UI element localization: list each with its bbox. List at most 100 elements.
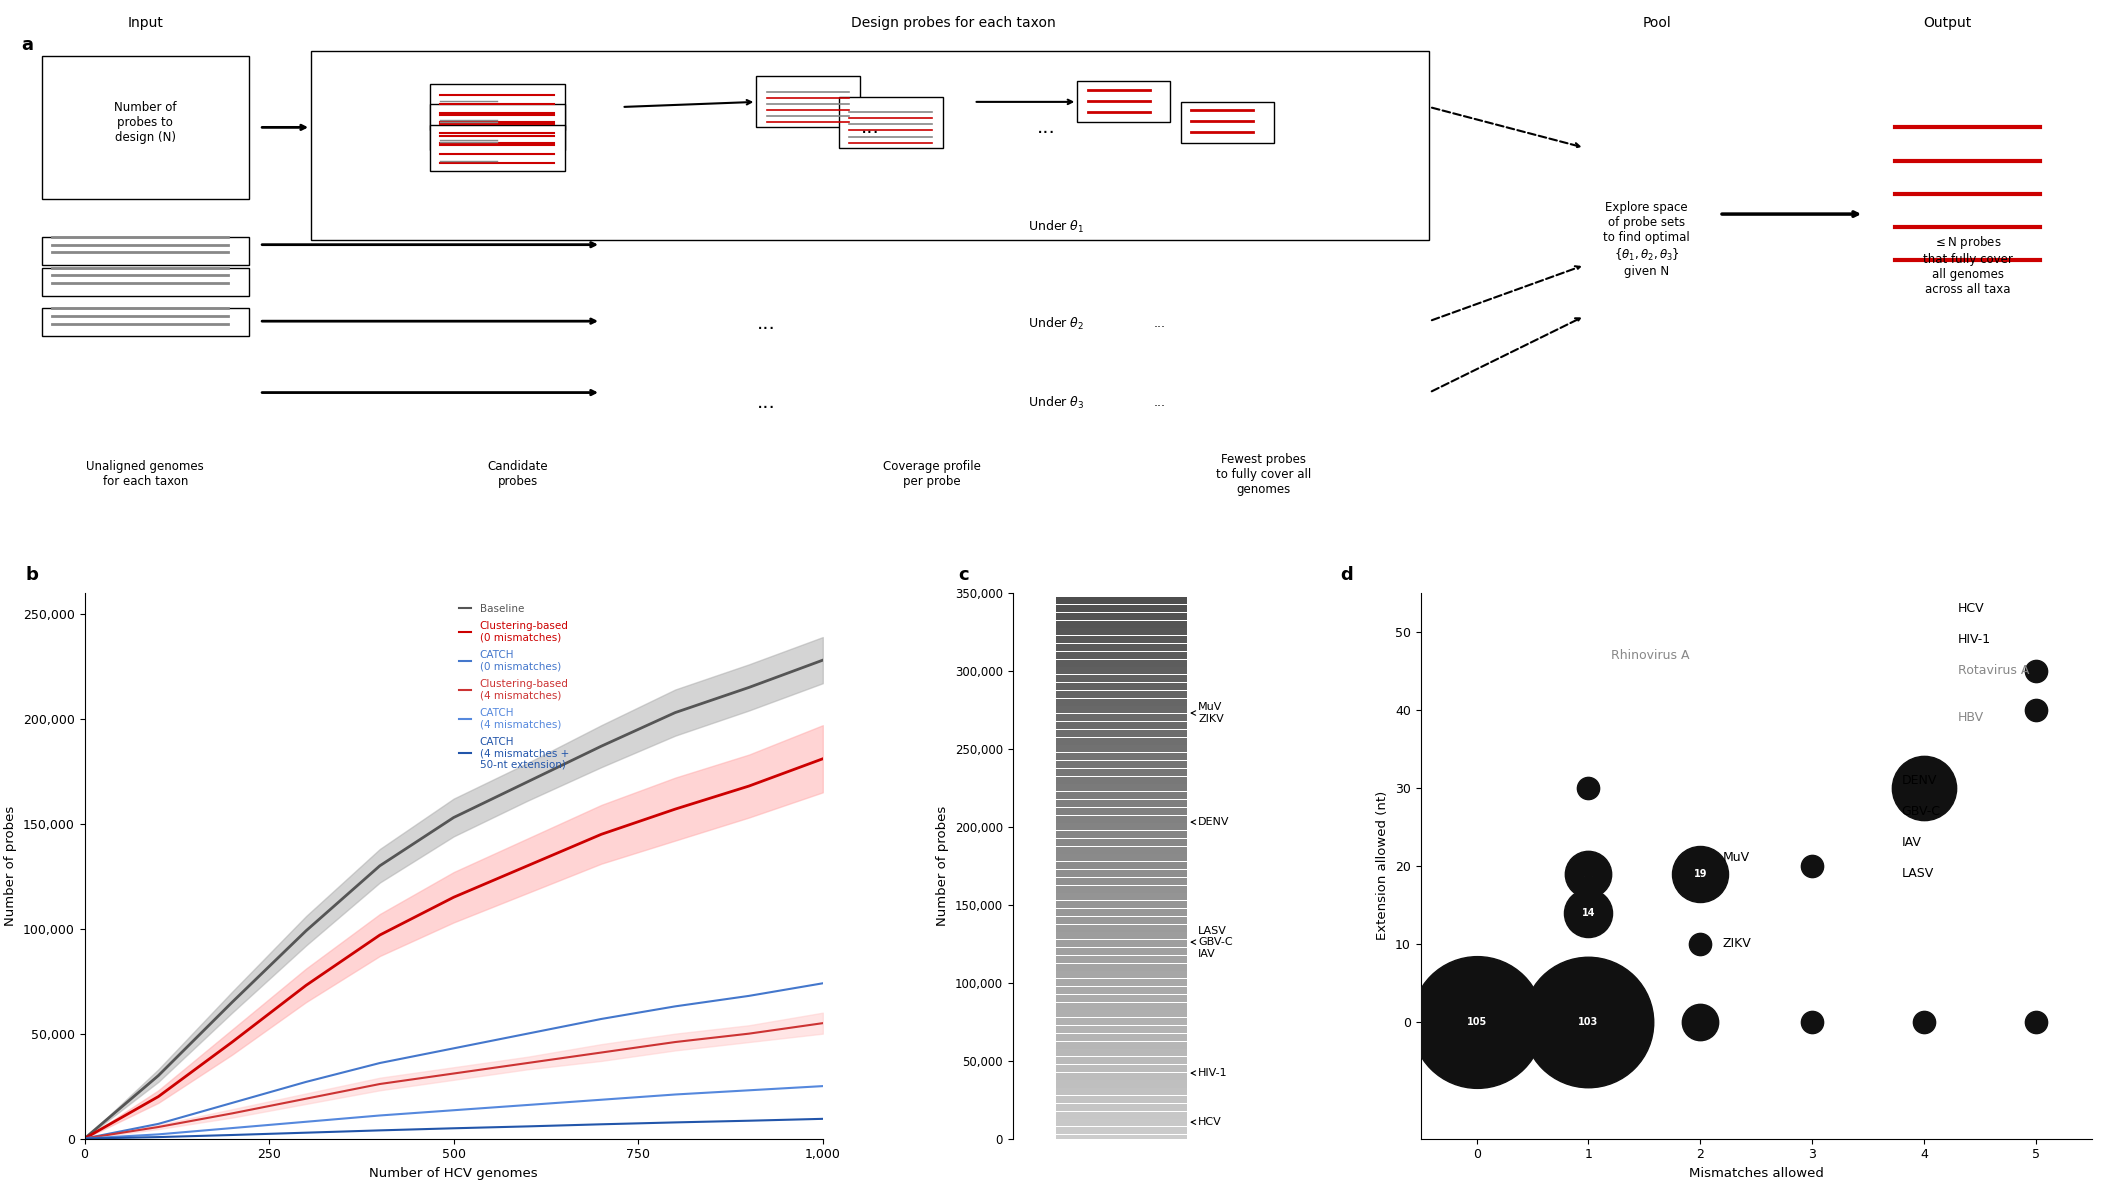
FancyBboxPatch shape <box>431 125 564 171</box>
X-axis label: Number of HCV genomes: Number of HCV genomes <box>370 1167 539 1180</box>
FancyBboxPatch shape <box>839 97 942 148</box>
Text: HIV-1: HIV-1 <box>1192 1069 1228 1078</box>
Bar <box>1056 722 1188 729</box>
Bar <box>1056 816 1188 823</box>
Bar <box>1056 690 1188 697</box>
Bar <box>1056 745 1188 752</box>
Bar <box>1056 605 1188 612</box>
Point <box>1572 903 1606 922</box>
Bar <box>1056 761 1188 769</box>
Bar <box>1056 948 1188 955</box>
Text: 13: 13 <box>1583 868 1595 879</box>
Bar <box>1056 847 1188 854</box>
Point <box>1572 865 1606 884</box>
Bar <box>1056 777 1188 784</box>
FancyBboxPatch shape <box>42 308 249 337</box>
Bar <box>1056 1080 1188 1088</box>
FancyBboxPatch shape <box>431 104 564 151</box>
Bar <box>1056 659 1188 667</box>
Text: HBV: HBV <box>1957 712 1984 725</box>
Bar <box>1056 1026 1188 1033</box>
Bar <box>1056 839 1188 846</box>
Bar <box>1056 753 1188 760</box>
Text: ...: ... <box>756 314 775 333</box>
Bar <box>1056 652 1188 659</box>
Text: Design probes for each taxon: Design probes for each taxon <box>852 17 1054 31</box>
Bar <box>1056 862 1188 869</box>
Point <box>1572 856 1606 875</box>
Bar <box>1056 644 1188 651</box>
Text: Output: Output <box>1923 17 1971 31</box>
Text: Rotavirus A: Rotavirus A <box>1957 664 2028 677</box>
Legend: Baseline, Clustering-based
(0 mismatches), CATCH
(0 mismatches), Clustering-base: Baseline, Clustering-based (0 mismatches… <box>459 604 568 770</box>
X-axis label: Mismatches allowed: Mismatches allowed <box>1688 1167 1824 1180</box>
Text: b: b <box>25 566 38 584</box>
Point <box>2020 1012 2054 1031</box>
Bar <box>1056 808 1188 815</box>
Point <box>1684 1012 1718 1031</box>
FancyBboxPatch shape <box>1078 82 1171 122</box>
Bar <box>1056 769 1188 776</box>
Bar <box>1056 1096 1188 1103</box>
Bar <box>1056 598 1188 605</box>
Text: HCV: HCV <box>1192 1117 1221 1127</box>
Text: ...: ... <box>1154 317 1166 330</box>
Bar <box>1056 901 1188 908</box>
Bar <box>1056 1111 1188 1118</box>
Bar <box>1056 792 1188 799</box>
Bar <box>1056 729 1188 737</box>
Bar <box>1056 784 1188 791</box>
FancyBboxPatch shape <box>42 237 249 264</box>
FancyBboxPatch shape <box>756 76 860 127</box>
FancyBboxPatch shape <box>431 84 564 130</box>
Y-axis label: Number of probes: Number of probes <box>936 805 949 926</box>
Text: ...: ... <box>1154 396 1166 409</box>
Text: Pool: Pool <box>1642 17 1671 31</box>
Text: Fewest probes
to fully cover all
genomes: Fewest probes to fully cover all genomes <box>1215 453 1312 496</box>
Y-axis label: Extension allowed (nt): Extension allowed (nt) <box>1376 791 1390 940</box>
Y-axis label: Number of probes: Number of probes <box>4 805 17 926</box>
Bar <box>1056 925 1188 932</box>
Bar <box>1056 908 1188 916</box>
Text: Under $\theta_3$: Under $\theta_3$ <box>1029 395 1084 410</box>
Bar <box>1056 980 1188 987</box>
Text: DENV: DENV <box>1902 773 1938 786</box>
Text: a: a <box>21 36 34 53</box>
Text: $\leq$N probes
that fully cover
all genomes
across all taxa: $\leq$N probes that fully cover all geno… <box>1923 234 2012 296</box>
Bar <box>1056 1041 1188 1048</box>
Text: Explore space
of probe sets
to find optimal
{$\theta_1, \theta_2, \theta_3$}
giv: Explore space of probe sets to find opti… <box>1604 202 1690 278</box>
Point <box>1908 778 1942 797</box>
Bar <box>1056 1104 1188 1111</box>
Bar <box>1056 871 1188 878</box>
Text: Number of
probes to
design (N): Number of probes to design (N) <box>114 101 177 144</box>
Bar <box>1056 675 1188 682</box>
Bar <box>1056 699 1188 706</box>
Bar <box>1056 683 1188 690</box>
Point <box>2020 701 2054 720</box>
Point <box>2020 662 2054 681</box>
FancyBboxPatch shape <box>42 56 249 199</box>
Point <box>1796 856 1830 875</box>
Text: Unaligned genomes
for each taxon: Unaligned genomes for each taxon <box>87 460 205 489</box>
Bar <box>1056 1135 1188 1142</box>
FancyBboxPatch shape <box>1181 102 1274 142</box>
Bar <box>1056 620 1188 627</box>
Bar <box>1056 878 1188 885</box>
Text: 19: 19 <box>1695 868 1707 879</box>
Text: Under $\theta_1$: Under $\theta_1$ <box>1029 218 1084 235</box>
Bar <box>1056 893 1188 900</box>
Bar <box>1056 1120 1188 1127</box>
Text: Input: Input <box>127 17 163 31</box>
Text: LASV
GBV-C
IAV: LASV GBV-C IAV <box>1192 925 1232 958</box>
Text: Candidate
probes: Candidate probes <box>488 460 549 489</box>
Bar <box>1056 987 1188 994</box>
Text: ZIKV: ZIKV <box>1722 937 1752 950</box>
Bar <box>1056 995 1188 1002</box>
Text: Under $\theta_2$: Under $\theta_2$ <box>1029 315 1084 332</box>
Text: LASV: LASV <box>1902 867 1933 880</box>
Text: IAV: IAV <box>1902 836 1921 849</box>
Text: 103: 103 <box>1578 1016 1600 1027</box>
Bar <box>1056 714 1188 721</box>
Bar <box>1056 1050 1188 1057</box>
Text: HIV-1: HIV-1 <box>1957 633 1990 646</box>
